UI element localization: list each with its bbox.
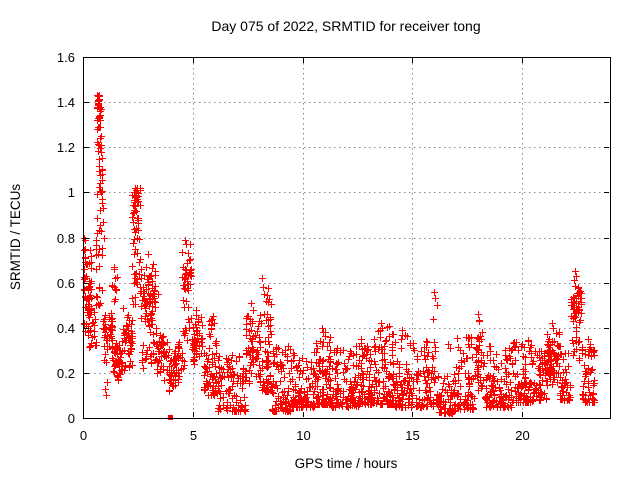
y-tick-label: 1.6	[57, 50, 75, 65]
y-tick-label: 0.2	[57, 366, 75, 381]
chart-title: Day 075 of 2022, SRMTID for receiver ton…	[211, 18, 480, 34]
square-marker	[168, 415, 173, 420]
x-tick-label: 20	[515, 428, 529, 443]
y-tick-label: 0.4	[57, 321, 75, 336]
y-tick-label: 0.8	[57, 231, 75, 246]
y-tick-label: 1.2	[57, 140, 75, 155]
plot-border	[83, 57, 611, 419]
x-tick-label: 5	[190, 428, 197, 443]
scatter-plus-markers	[81, 92, 598, 417]
data-points-layer	[81, 92, 598, 420]
x-axis-label: GPS time / hours	[295, 456, 398, 471]
y-tick-label: 0	[68, 411, 75, 426]
axis-ticks	[83, 57, 609, 419]
tick-labels: 0 0.2 0.4 0.6 0.8 1 1.2 1.4 1.6 0 5 10 15 20	[57, 50, 530, 443]
y-tick-label: 1	[68, 185, 75, 200]
plot-frame	[83, 57, 611, 419]
y-tick-label: 0.6	[57, 276, 75, 291]
x-tick-label: 15	[405, 428, 419, 443]
y-axis-label: SRMTID / TECUs	[8, 184, 23, 291]
x-tick-label: 10	[296, 428, 310, 443]
y-tick-label: 1.4	[57, 95, 75, 110]
x-tick-label: 0	[80, 428, 87, 443]
